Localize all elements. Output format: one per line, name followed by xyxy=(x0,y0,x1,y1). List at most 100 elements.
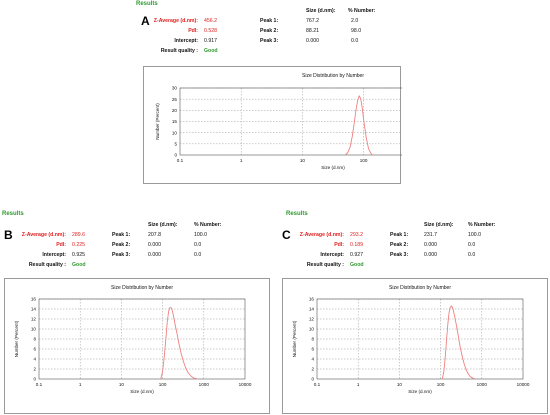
results-title: Results xyxy=(2,211,24,217)
plot-frame xyxy=(38,298,246,380)
panel-b: Results B Size (d.nm): % Number: Z-Avera… xyxy=(0,206,275,415)
plot-frame xyxy=(316,298,524,380)
peak-3-label: Peak 3: xyxy=(260,38,279,44)
z-average-label: Z-Average (d.nm): xyxy=(153,18,198,24)
x-tick-label: 10 xyxy=(300,158,306,163)
chart-title: Size Distribution by Number xyxy=(302,73,364,79)
distribution-curve xyxy=(160,307,198,380)
y-axis-label: Number (Percent) xyxy=(155,103,160,140)
results-stats: Size (d.nm): % Number: Z-Average (d.nm):… xyxy=(296,220,546,270)
peak-3-size: 0.000 xyxy=(148,252,161,258)
panel-c: Results C Size (d.nm): % Number: Z-Avera… xyxy=(278,206,550,415)
peak-2-percent: 98.0 xyxy=(351,28,362,34)
results-stats: Size (d.nm): % Number: Z-Average (d.nm):… xyxy=(150,6,410,56)
quality-value: Good xyxy=(204,48,218,54)
y-tick-label: 6 xyxy=(311,347,314,352)
x-tick-label: 100 xyxy=(360,158,368,163)
y-axis-label: Number (Percent) xyxy=(14,320,19,357)
peak-3-label: Peak 3: xyxy=(390,252,409,258)
intercept-value: 0.927 xyxy=(350,252,363,258)
z-average-label: Z-Average (d.nm): xyxy=(21,232,66,238)
y-tick-label: 0 xyxy=(33,377,36,382)
peak-3-size: 0.000 xyxy=(424,252,437,258)
y-axis-label: Number (Percent) xyxy=(292,320,297,357)
size-distribution-chart: Size Distribution by Number 0 2 4 6 8 10 12 14 16… xyxy=(282,278,548,414)
y-tick-label: 10 xyxy=(31,327,37,332)
y-tick-label: 16 xyxy=(31,297,37,302)
pdi-label: PdI: xyxy=(188,28,198,34)
x-tick-label: 10 xyxy=(397,382,403,387)
size-header: Size (d.nm): xyxy=(148,222,178,228)
peak-1-label: Peak 1: xyxy=(112,232,131,238)
peak-1-label: Peak 1: xyxy=(390,232,409,238)
distribution-curve xyxy=(344,95,373,156)
z-average-label: Z-Average (d.nm): xyxy=(299,232,344,238)
x-tick-label: 1 xyxy=(79,382,82,387)
x-tick-label: 100 xyxy=(437,382,445,387)
peak-3-size: 0.000 xyxy=(306,38,319,44)
size-distribution-plot: Size Distribution by Number 0 2 4 6 8 10 12 14 16… xyxy=(292,285,530,394)
intercept-value: 0.917 xyxy=(204,38,217,44)
peak-1-percent: 100.0 xyxy=(468,232,481,238)
quality-label: Result quality : xyxy=(306,262,344,268)
y-tick-label: 14 xyxy=(31,307,37,312)
quality-label: Result quality : xyxy=(160,48,198,54)
intercept-label: Intercept: xyxy=(42,252,66,258)
x-tick-label: 100 xyxy=(159,382,167,387)
z-average-value: 289.6 xyxy=(72,232,85,238)
chart-title: Size Distribution by Number xyxy=(111,285,173,291)
quality-label: Result quality : xyxy=(28,262,66,268)
x-tick-label: 10000 xyxy=(239,382,252,387)
peak-2-label: Peak 2: xyxy=(390,242,409,248)
peak-3-percent: 0.0 xyxy=(468,252,476,258)
panel-letter: A xyxy=(141,14,150,28)
pdi-value: 0.189 xyxy=(350,242,363,248)
peak-3-percent: 0.0 xyxy=(194,252,202,258)
x-tick-label: 1 xyxy=(240,158,243,163)
y-tick-label: 4 xyxy=(33,357,36,362)
results-title: Results xyxy=(286,211,308,217)
y-tick-label: 10 xyxy=(309,327,315,332)
peak-2-percent: 0.0 xyxy=(194,242,202,248)
size-distribution-chart: Size Distribution by Number 0 2 4 6 8 10 12 14 16… xyxy=(4,278,270,414)
y-tick-label: 20 xyxy=(172,108,178,113)
quality-value: Good xyxy=(350,262,364,268)
x-axis-label: Size (d.nm) xyxy=(130,389,154,394)
x-tick-label: 0.1 xyxy=(177,158,184,163)
peak-2-label: Peak 2: xyxy=(260,28,279,34)
peak-1-label: Peak 1: xyxy=(260,18,279,24)
intercept-value: 0.925 xyxy=(72,252,85,258)
percent-header: % Number: xyxy=(468,222,496,228)
results-title: Results xyxy=(136,1,158,7)
x-tick-label: 10 xyxy=(119,382,125,387)
peak-1-percent: 100.0 xyxy=(194,232,207,238)
panel-a: Results A Size (d.nm): % Number: Z-Avera… xyxy=(0,0,550,205)
y-tick-label: 14 xyxy=(309,307,315,312)
x-tick-label: 10000 xyxy=(517,382,530,387)
peak-2-label: Peak 2: xyxy=(112,242,131,248)
peak-1-percent: 2.0 xyxy=(351,18,359,24)
x-tick-label: 1 xyxy=(357,382,360,387)
panel-letter: C xyxy=(282,228,291,242)
y-tick-label: 0 xyxy=(174,153,177,158)
x-tick-label: 0.1 xyxy=(314,382,321,387)
y-tick-label: 8 xyxy=(311,337,314,342)
y-tick-label: 0 xyxy=(311,377,314,382)
y-tick-label: 12 xyxy=(309,317,315,322)
y-tick-label: 30 xyxy=(172,86,178,91)
chart-title: Size Distribution by Number xyxy=(389,285,451,291)
peak-2-size: 88.21 xyxy=(306,28,319,34)
distribution-curve xyxy=(441,305,477,380)
x-tick-label: 0.1 xyxy=(36,382,43,387)
size-distribution-plot: Size Distribution by Number 0 5 10 15 20 25 30 0… xyxy=(155,73,402,170)
y-tick-label: 4 xyxy=(311,357,314,362)
quality-value: Good xyxy=(72,262,86,268)
peak-2-size: 0.000 xyxy=(424,242,437,248)
x-tick-label: 1000 xyxy=(477,382,488,387)
peak-3-label: Peak 3: xyxy=(112,252,131,258)
size-distribution-chart: Size Distribution by Number 0 5 10 15 20 25 30 0… xyxy=(143,66,402,184)
pdi-label: PdI: xyxy=(56,242,66,248)
peak-2-percent: 0.0 xyxy=(468,242,476,248)
intercept-label: Intercept: xyxy=(174,38,198,44)
y-tick-label: 10 xyxy=(172,130,178,135)
